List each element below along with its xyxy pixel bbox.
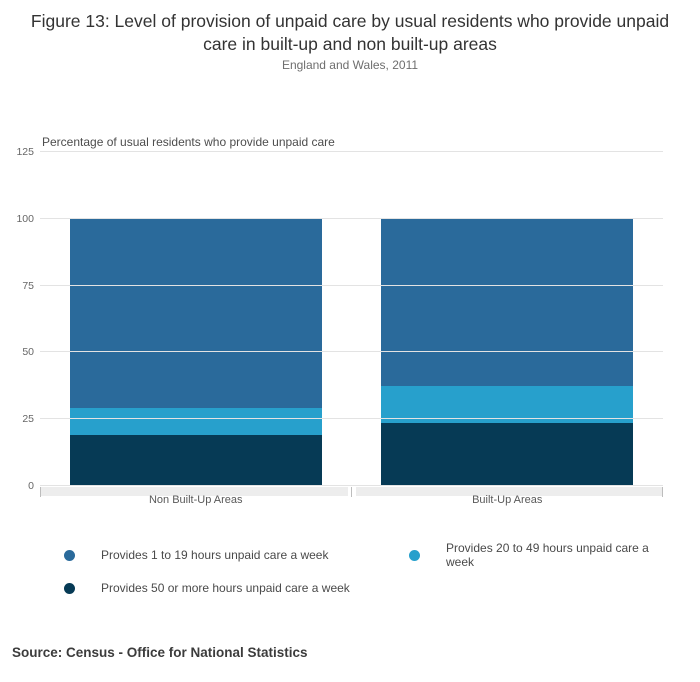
legend-item[interactable]: Provides 1 to 19 hours unpaid care a wee… <box>64 541 409 569</box>
bar-group <box>69 218 322 486</box>
y-tick-label: 75 <box>22 279 34 292</box>
x-axis-band <box>356 487 662 496</box>
category-label: Non Built-Up Areas <box>148 494 243 506</box>
y-tick-label: 100 <box>16 212 34 225</box>
plot-area: 0 25 50 75 100 125 <box>16 146 663 492</box>
gridline <box>40 284 663 286</box>
legend-item[interactable]: Provides 50 or more hours unpaid care a … <box>64 581 409 595</box>
legend: Provides 1 to 19 hours unpaid care a wee… <box>64 541 670 595</box>
gridline <box>40 217 663 219</box>
bar-segment[interactable] <box>381 218 634 387</box>
legend-item[interactable]: Provides 20 to 49 hours unpaid care a we… <box>409 541 670 569</box>
bar-groups <box>40 152 663 486</box>
x-axis-labels: Non Built-Up Areas Built-Up Areas <box>40 494 663 506</box>
bar-group <box>381 218 634 486</box>
figure-subtitle: England and Wales, 2011 <box>281 58 419 72</box>
figure-title: Figure 13: Level of provision of unpaid … <box>30 11 670 55</box>
bar-segment[interactable] <box>381 422 634 486</box>
y-tick-label: 25 <box>22 413 34 426</box>
bar-segment[interactable] <box>69 218 322 408</box>
gridline <box>40 485 663 486</box>
category-cell <box>352 152 664 486</box>
legend-label: Provides 1 to 19 hours unpaid care a wee… <box>101 548 329 562</box>
legend-label: Provides 50 or more hours unpaid care a … <box>101 581 350 595</box>
legend-label: Provides 20 to 49 hours unpaid care a we… <box>446 541 649 569</box>
y-tick-label: 125 <box>16 146 34 158</box>
gridline <box>40 351 663 353</box>
y-tick-label: 0 <box>28 480 34 492</box>
category-label: Built-Up Areas <box>472 494 543 506</box>
x-axis-tick <box>40 487 41 497</box>
legend-swatch <box>64 582 75 594</box>
legend-swatch <box>409 549 420 561</box>
bar-segment[interactable] <box>381 386 634 423</box>
category-cell <box>40 152 352 486</box>
x-axis-band <box>41 487 348 496</box>
bar-segment[interactable] <box>69 434 322 486</box>
gridline <box>40 151 663 152</box>
x-axis-tick <box>351 487 352 497</box>
source-note: Source: Census - Office for National Sta… <box>12 645 308 660</box>
y-axis-title: Percentage of usual residents who provid… <box>42 135 335 149</box>
bar-segment[interactable] <box>69 407 322 435</box>
gridline <box>40 418 663 420</box>
y-tick-label: 50 <box>22 346 34 359</box>
legend-swatch <box>64 549 75 561</box>
x-axis-tick <box>662 487 663 497</box>
